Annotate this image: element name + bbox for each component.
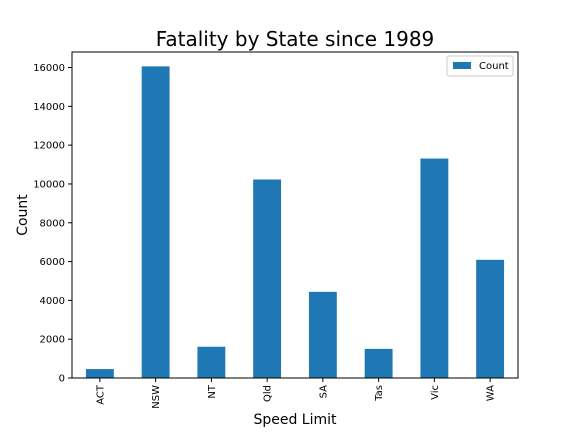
bars-group — [85, 66, 505, 378]
y-tick-label: 2000 — [40, 335, 65, 346]
y-tick-label: 14000 — [33, 102, 65, 113]
x-tick-label: Qld — [263, 385, 274, 402]
x-tick-label: Tas — [374, 385, 385, 402]
x-tick-label: SA — [318, 385, 329, 399]
bar-wa — [476, 259, 505, 378]
x-tick-label: NT — [207, 384, 218, 398]
legend-box — [446, 55, 514, 77]
y-tick-label: 0 — [59, 374, 65, 385]
x-tick-label: Vic — [430, 385, 441, 400]
bar-qld — [253, 179, 282, 378]
bar-nsw — [141, 66, 170, 378]
bar-vic — [420, 158, 449, 378]
chart-title: Fatality by State since 1989 — [156, 27, 435, 51]
bar-act — [85, 369, 114, 378]
y-tick-label: 6000 — [40, 257, 65, 268]
y-tick-label: 16000 — [33, 63, 65, 74]
y-axis-label: Count — [15, 194, 31, 236]
plot-frame — [71, 51, 519, 379]
y-axis: 0 2000 4000 6000 8000 10000 12000 14000 16000 — [33, 63, 72, 385]
y-tick-label: 12000 — [33, 141, 65, 152]
y-tick-label: 10000 — [33, 179, 65, 190]
bar-tas — [364, 348, 393, 378]
legend-label: Count — [479, 61, 509, 72]
bar-nt — [197, 346, 226, 378]
x-tick-label: NSW — [151, 385, 162, 409]
bar-sa — [308, 291, 337, 378]
x-tick-label: WA — [486, 385, 497, 401]
x-tick-label: ACT — [95, 384, 106, 405]
x-axis-label: Speed Limit — [253, 412, 337, 428]
x-axis: ACT NSW NT Qld SA Tas Vic WA — [95, 378, 497, 409]
y-tick-label: 8000 — [40, 218, 65, 229]
legend-swatch — [453, 62, 471, 69]
legend: Count — [446, 55, 514, 77]
y-tick-label: 4000 — [40, 296, 65, 307]
